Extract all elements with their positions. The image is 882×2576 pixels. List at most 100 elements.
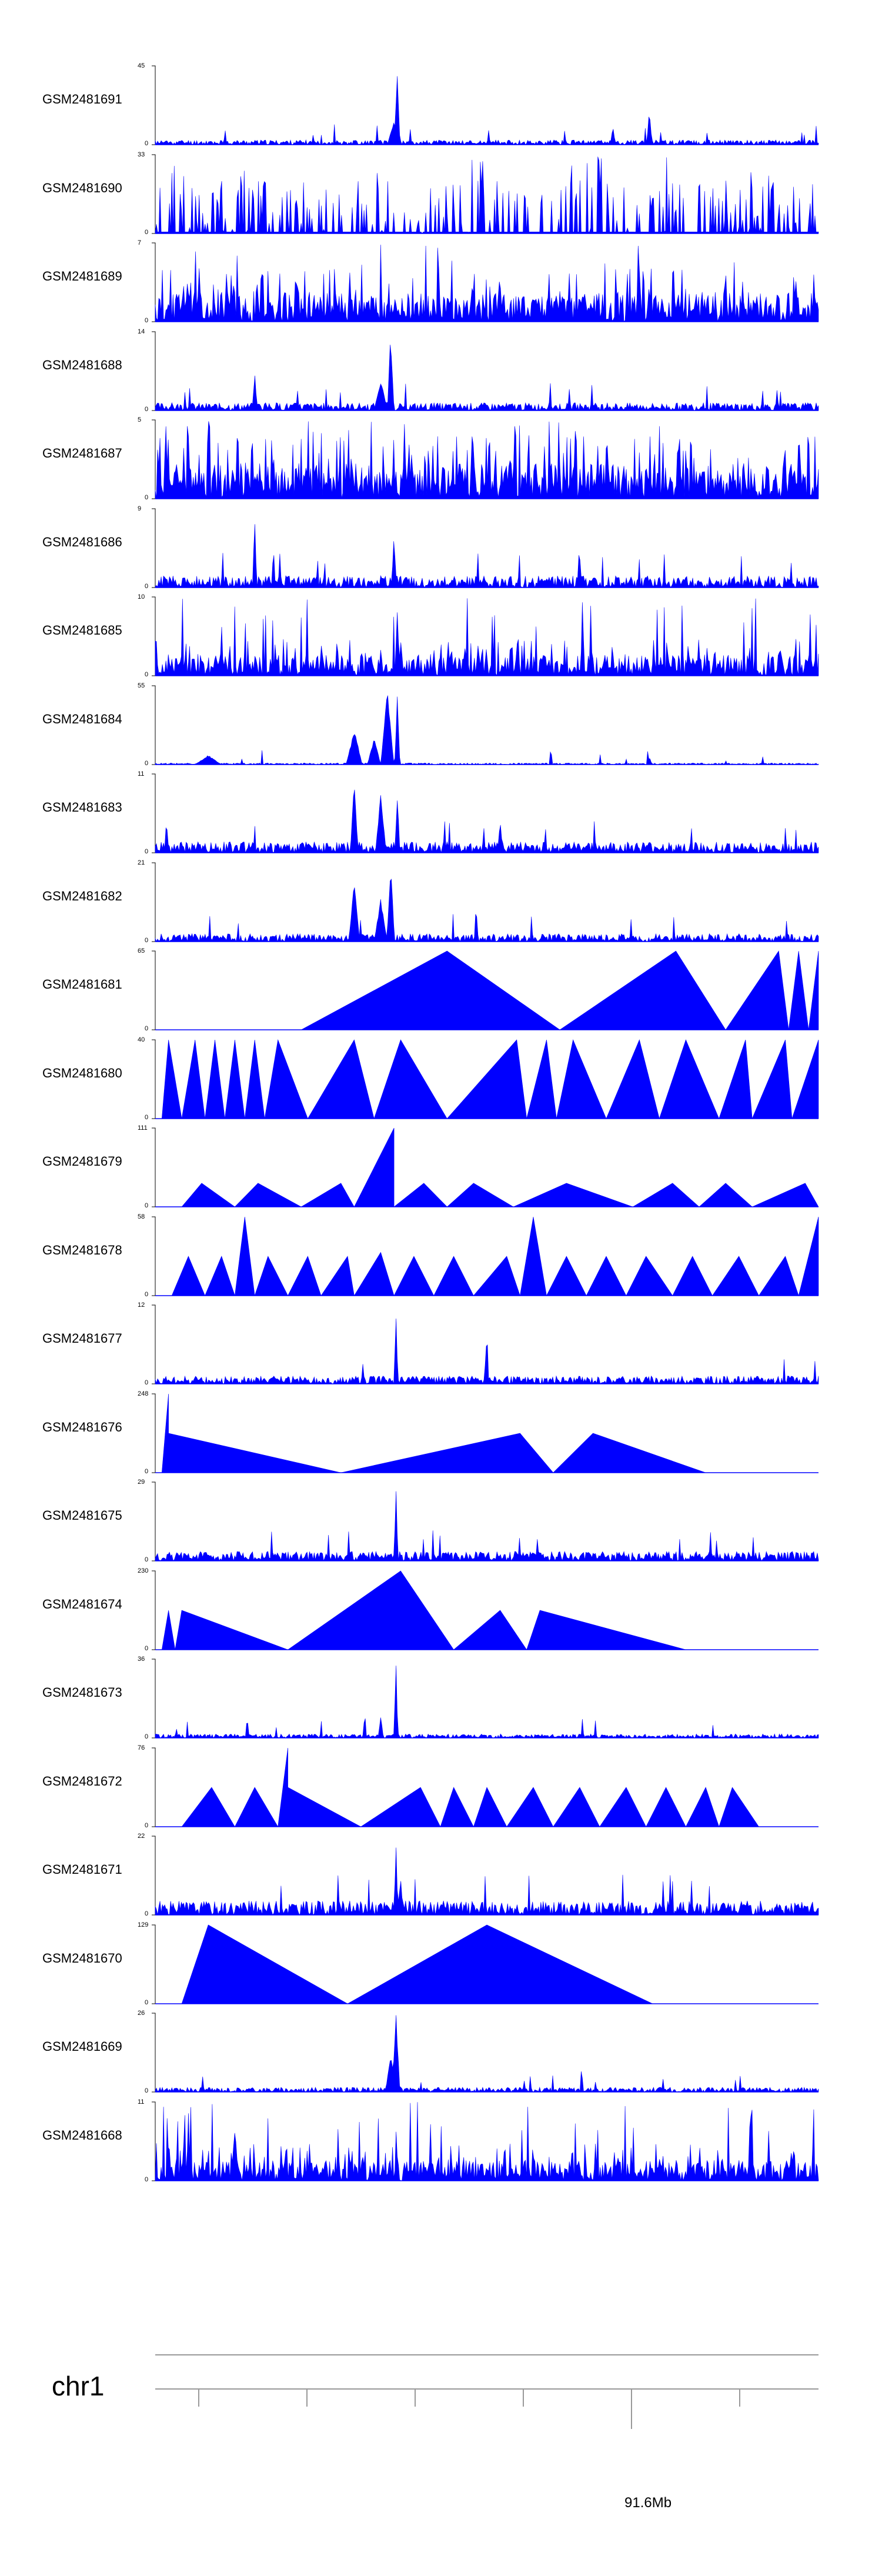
- track-label: GSM2481671: [42, 1862, 122, 1877]
- y-min-label: 0: [145, 1202, 149, 1209]
- signal-area: [155, 1924, 818, 2004]
- y-min-label: 0: [145, 671, 149, 678]
- y-min-label: 0: [145, 2175, 149, 2183]
- y-max-label: 76: [138, 1744, 145, 1751]
- y-min-label: 0: [145, 494, 149, 501]
- track-plot: [152, 1304, 819, 1384]
- y-axis-line: [152, 1393, 156, 1473]
- y-min-label: 0: [145, 317, 149, 324]
- signal-area: [155, 344, 819, 411]
- y-axis-line: [152, 154, 156, 233]
- signal-area: [155, 156, 819, 233]
- signal-area: [155, 1393, 818, 1473]
- track-plot: [152, 2101, 819, 2181]
- y-min-label: 0: [145, 1467, 149, 1475]
- track-label: GSM2481685: [42, 623, 122, 638]
- y-max-label: 7: [138, 239, 142, 246]
- y-max-label: 11: [138, 770, 145, 778]
- track-label: GSM2481684: [42, 711, 122, 726]
- track-plot: [152, 1127, 819, 1207]
- track-GSM2481689: GSM2481689 7 0: [0, 239, 882, 326]
- signal-area: [155, 1127, 819, 1207]
- track-label: GSM2481679: [42, 1154, 122, 1169]
- track-label: GSM2481689: [42, 269, 122, 283]
- y-min-label: 0: [145, 936, 149, 944]
- track-plot: [152, 242, 819, 322]
- track-GSM2481673: GSM2481673 36 0: [0, 1656, 882, 1743]
- track-GSM2481680: GSM2481680 40 0: [0, 1036, 882, 1123]
- track-plot: [152, 862, 819, 942]
- track-GSM2481675: GSM2481675 29 0: [0, 1479, 882, 1566]
- signal-area: [155, 421, 819, 499]
- signal-area: [155, 1491, 819, 1562]
- track-label: GSM2481680: [42, 1065, 122, 1080]
- y-min-label: 0: [145, 1113, 149, 1121]
- y-max-label: 22: [138, 1833, 145, 1840]
- track-GSM2481674: GSM2481674 230 0: [0, 1567, 882, 1654]
- track-label: GSM2481673: [42, 1685, 122, 1700]
- y-max-label: 14: [138, 328, 145, 335]
- track-GSM2481677: GSM2481677 12 0: [0, 1302, 882, 1389]
- y-max-label: 248: [138, 1390, 149, 1397]
- y-axis-line: [152, 1747, 156, 1827]
- signal-area: [155, 1747, 818, 1827]
- y-axis-line: [152, 1570, 156, 1650]
- y-max-label: 40: [138, 1036, 145, 1043]
- track-label: GSM2481678: [42, 1242, 122, 1257]
- y-axis-line: [152, 2101, 156, 2181]
- y-max-label: 230: [138, 1567, 149, 1574]
- y-axis-line: [152, 1127, 156, 1207]
- track-label: GSM2481681: [42, 977, 122, 992]
- track-GSM2481683: GSM2481683 11 0: [0, 770, 882, 857]
- track-GSM2481671: GSM2481671 22 0: [0, 1833, 882, 1920]
- y-min-label: 0: [145, 1821, 149, 1829]
- track-GSM2481684: GSM2481684 55 0: [0, 682, 882, 769]
- signal-area: [155, 1039, 819, 1119]
- track-label: GSM2481691: [42, 92, 122, 106]
- y-max-label: 10: [138, 593, 145, 600]
- signal-area: [155, 878, 819, 942]
- signal-area: [155, 76, 819, 145]
- y-axis-line: [152, 331, 156, 411]
- y-max-label: 129: [138, 1921, 149, 1928]
- y-axis-line: [152, 419, 156, 499]
- track-GSM2481687: GSM2481687 5 0: [0, 416, 882, 503]
- y-min-label: 0: [145, 1379, 149, 1386]
- track-plot: [152, 1570, 818, 1650]
- y-axis-line: [152, 862, 156, 942]
- track-plot: [152, 1039, 819, 1119]
- y-min-label: 0: [145, 848, 149, 855]
- signal-area: [155, 1666, 819, 1739]
- signal-area: [155, 598, 819, 676]
- y-min-label: 0: [145, 759, 149, 767]
- track-label: GSM2481683: [42, 800, 122, 815]
- track-plot: [152, 1659, 819, 1739]
- y-axis-line: [152, 1304, 156, 1384]
- track-plot: [152, 685, 819, 765]
- y-max-label: 33: [138, 151, 145, 158]
- track-label: GSM2481686: [42, 534, 122, 549]
- track-plot: [152, 331, 819, 411]
- y-min-label: 0: [145, 1910, 149, 1917]
- track-plot: [152, 419, 819, 499]
- y-max-label: 26: [138, 2010, 145, 2017]
- track-GSM2481691: GSM2481691 45 0: [0, 62, 882, 149]
- y-max-label: 65: [138, 947, 145, 955]
- y-max-label: 45: [138, 62, 145, 69]
- signal-area: [155, 695, 819, 765]
- track-plot: [152, 596, 819, 676]
- y-min-label: 0: [145, 228, 149, 236]
- track-GSM2481685: GSM2481685 10 0: [0, 593, 882, 680]
- track-plot: [152, 1216, 819, 1296]
- track-GSM2481682: GSM2481682 21 0: [0, 859, 882, 946]
- y-max-label: 36: [138, 1656, 145, 1663]
- y-axis-line: [152, 1836, 156, 1916]
- signal-area: [155, 245, 819, 322]
- track-plot: [152, 1481, 819, 1562]
- y-axis-line: [152, 65, 156, 145]
- y-min-label: 0: [145, 1556, 149, 1563]
- track-plot: [152, 154, 819, 234]
- signal-area: [155, 2101, 819, 2181]
- y-axis-line: [152, 1659, 156, 1739]
- y-max-label: 9: [138, 505, 142, 512]
